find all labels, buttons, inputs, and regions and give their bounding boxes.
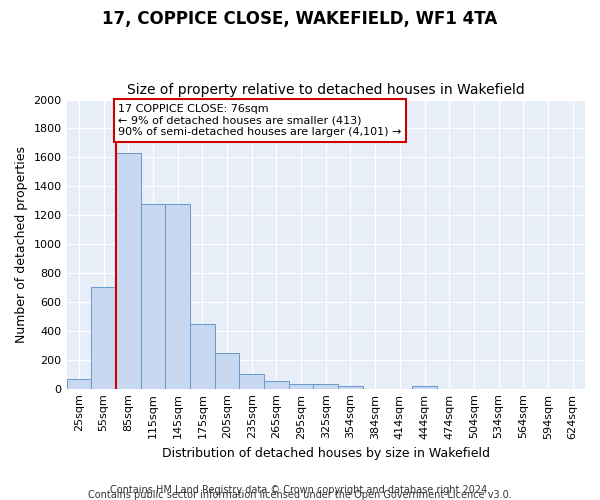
Bar xyxy=(140,204,165,388)
Bar xyxy=(67,380,91,388)
Bar xyxy=(91,288,116,388)
Text: 17 COPPICE CLOSE: 76sqm
← 9% of detached houses are smaller (413)
90% of semi-de: 17 COPPICE CLOSE: 76sqm ← 9% of detached… xyxy=(118,104,402,137)
Bar xyxy=(313,384,338,388)
Bar xyxy=(116,153,140,388)
Bar xyxy=(412,386,437,388)
Text: 17, COPPICE CLOSE, WAKEFIELD, WF1 4TA: 17, COPPICE CLOSE, WAKEFIELD, WF1 4TA xyxy=(103,10,497,28)
Text: Contains HM Land Registry data © Crown copyright and database right 2024.: Contains HM Land Registry data © Crown c… xyxy=(110,485,490,495)
Bar xyxy=(289,384,313,388)
Title: Size of property relative to detached houses in Wakefield: Size of property relative to detached ho… xyxy=(127,83,524,97)
Bar xyxy=(165,204,190,388)
Bar xyxy=(190,324,215,388)
Bar xyxy=(338,386,363,388)
Text: Contains public sector information licensed under the Open Government Licence v3: Contains public sector information licen… xyxy=(88,490,512,500)
Bar xyxy=(239,374,264,388)
X-axis label: Distribution of detached houses by size in Wakefield: Distribution of detached houses by size … xyxy=(162,447,490,460)
Y-axis label: Number of detached properties: Number of detached properties xyxy=(15,146,28,342)
Bar xyxy=(264,380,289,388)
Bar xyxy=(215,352,239,388)
